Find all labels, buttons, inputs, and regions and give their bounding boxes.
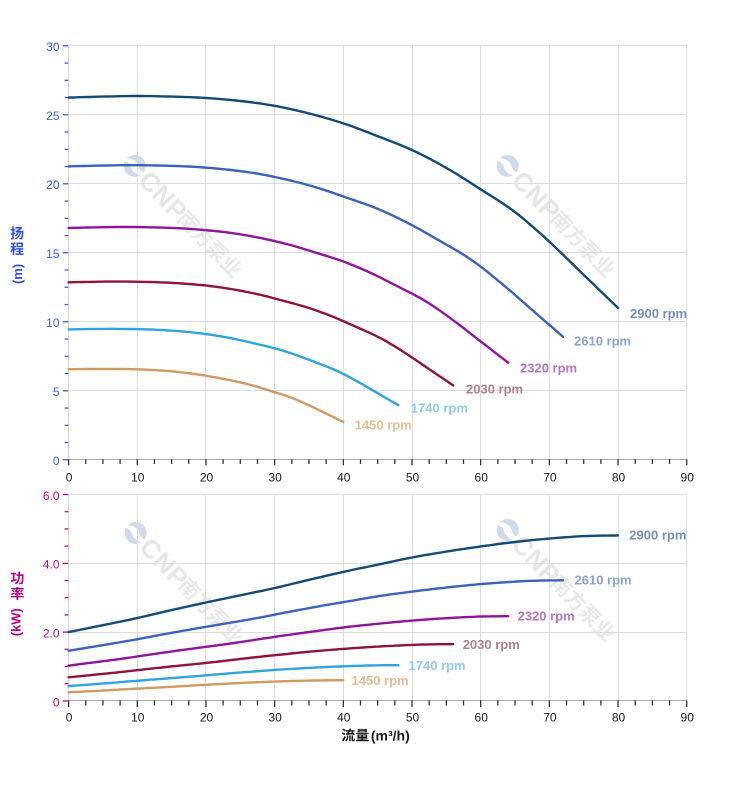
svg-text:20: 20	[46, 178, 60, 192]
svg-text:10: 10	[46, 316, 60, 330]
svg-text:50: 50	[406, 711, 420, 725]
svg-text:70: 70	[543, 711, 557, 725]
svg-text:30: 30	[46, 40, 60, 54]
svg-text:2900 rpm: 2900 rpm	[629, 528, 686, 543]
svg-text:(m): (m)	[10, 264, 25, 284]
svg-text:20: 20	[200, 711, 214, 725]
svg-text:90: 90	[681, 470, 695, 484]
svg-text:(m³/h): (m³/h)	[371, 727, 410, 743]
svg-text:90: 90	[681, 711, 695, 725]
svg-text:10: 10	[131, 711, 145, 725]
svg-text:2320 rpm: 2320 rpm	[520, 360, 577, 375]
svg-text:0: 0	[66, 711, 73, 725]
svg-text:1450 rpm: 1450 rpm	[352, 673, 409, 688]
svg-text:70: 70	[543, 470, 557, 484]
svg-text:2610 rpm: 2610 rpm	[574, 333, 631, 348]
svg-text:6.0: 6.0	[43, 489, 60, 503]
svg-text:2.0: 2.0	[43, 627, 60, 641]
svg-text:60: 60	[475, 711, 489, 725]
svg-text:2900 rpm: 2900 rpm	[630, 306, 687, 321]
svg-text:0: 0	[53, 695, 60, 709]
svg-text:80: 80	[612, 711, 626, 725]
svg-text:30: 30	[268, 711, 282, 725]
svg-text:0: 0	[66, 470, 73, 484]
svg-text:10: 10	[131, 470, 145, 484]
svg-text:25: 25	[46, 109, 60, 123]
svg-text:40: 40	[337, 470, 351, 484]
svg-text:2610 rpm: 2610 rpm	[575, 573, 632, 588]
svg-text:(kW): (kW)	[9, 608, 24, 636]
svg-text:1740 rpm: 1740 rpm	[411, 401, 468, 416]
svg-text:40: 40	[337, 711, 351, 725]
svg-text:0: 0	[53, 454, 60, 468]
svg-text:80: 80	[612, 470, 626, 484]
svg-text:1450 rpm: 1450 rpm	[355, 417, 412, 432]
svg-text:2030 rpm: 2030 rpm	[466, 382, 523, 397]
svg-text:20: 20	[200, 470, 214, 484]
svg-text:50: 50	[406, 470, 420, 484]
svg-text:2030 rpm: 2030 rpm	[463, 637, 520, 652]
svg-text:15: 15	[46, 247, 60, 261]
svg-text:4.0: 4.0	[43, 558, 60, 572]
svg-text:30: 30	[268, 470, 282, 484]
svg-text:60: 60	[475, 470, 489, 484]
svg-text:2320 rpm: 2320 rpm	[518, 609, 575, 624]
svg-text:1740 rpm: 1740 rpm	[409, 658, 466, 673]
svg-text:5: 5	[53, 385, 60, 399]
